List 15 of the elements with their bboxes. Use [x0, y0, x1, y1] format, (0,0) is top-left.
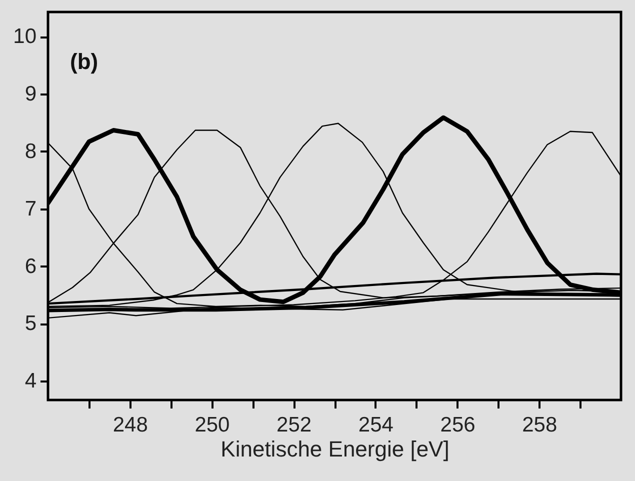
y-tick-label: 9	[24, 82, 36, 106]
y-tick-label: 6	[24, 254, 36, 278]
x-axis-title: Kinetische Energie [eV]	[220, 436, 450, 462]
x-tick-label: 252	[276, 414, 312, 436]
x-tick-label: 254	[358, 414, 394, 436]
x-tick-label: 258	[522, 414, 558, 436]
y-tick-label: 7	[24, 197, 36, 220]
y-tick-label: 5	[24, 312, 36, 336]
y-tick-label: 10	[13, 25, 36, 48]
x-tick-label: 256	[440, 414, 476, 436]
y-tick-label: 8	[24, 140, 36, 163]
x-tick-label: 248	[112, 414, 148, 436]
annotation: (b)	[70, 49, 98, 74]
y-tick-label: 4	[24, 370, 37, 393]
x-tick-label: 250	[194, 414, 230, 436]
